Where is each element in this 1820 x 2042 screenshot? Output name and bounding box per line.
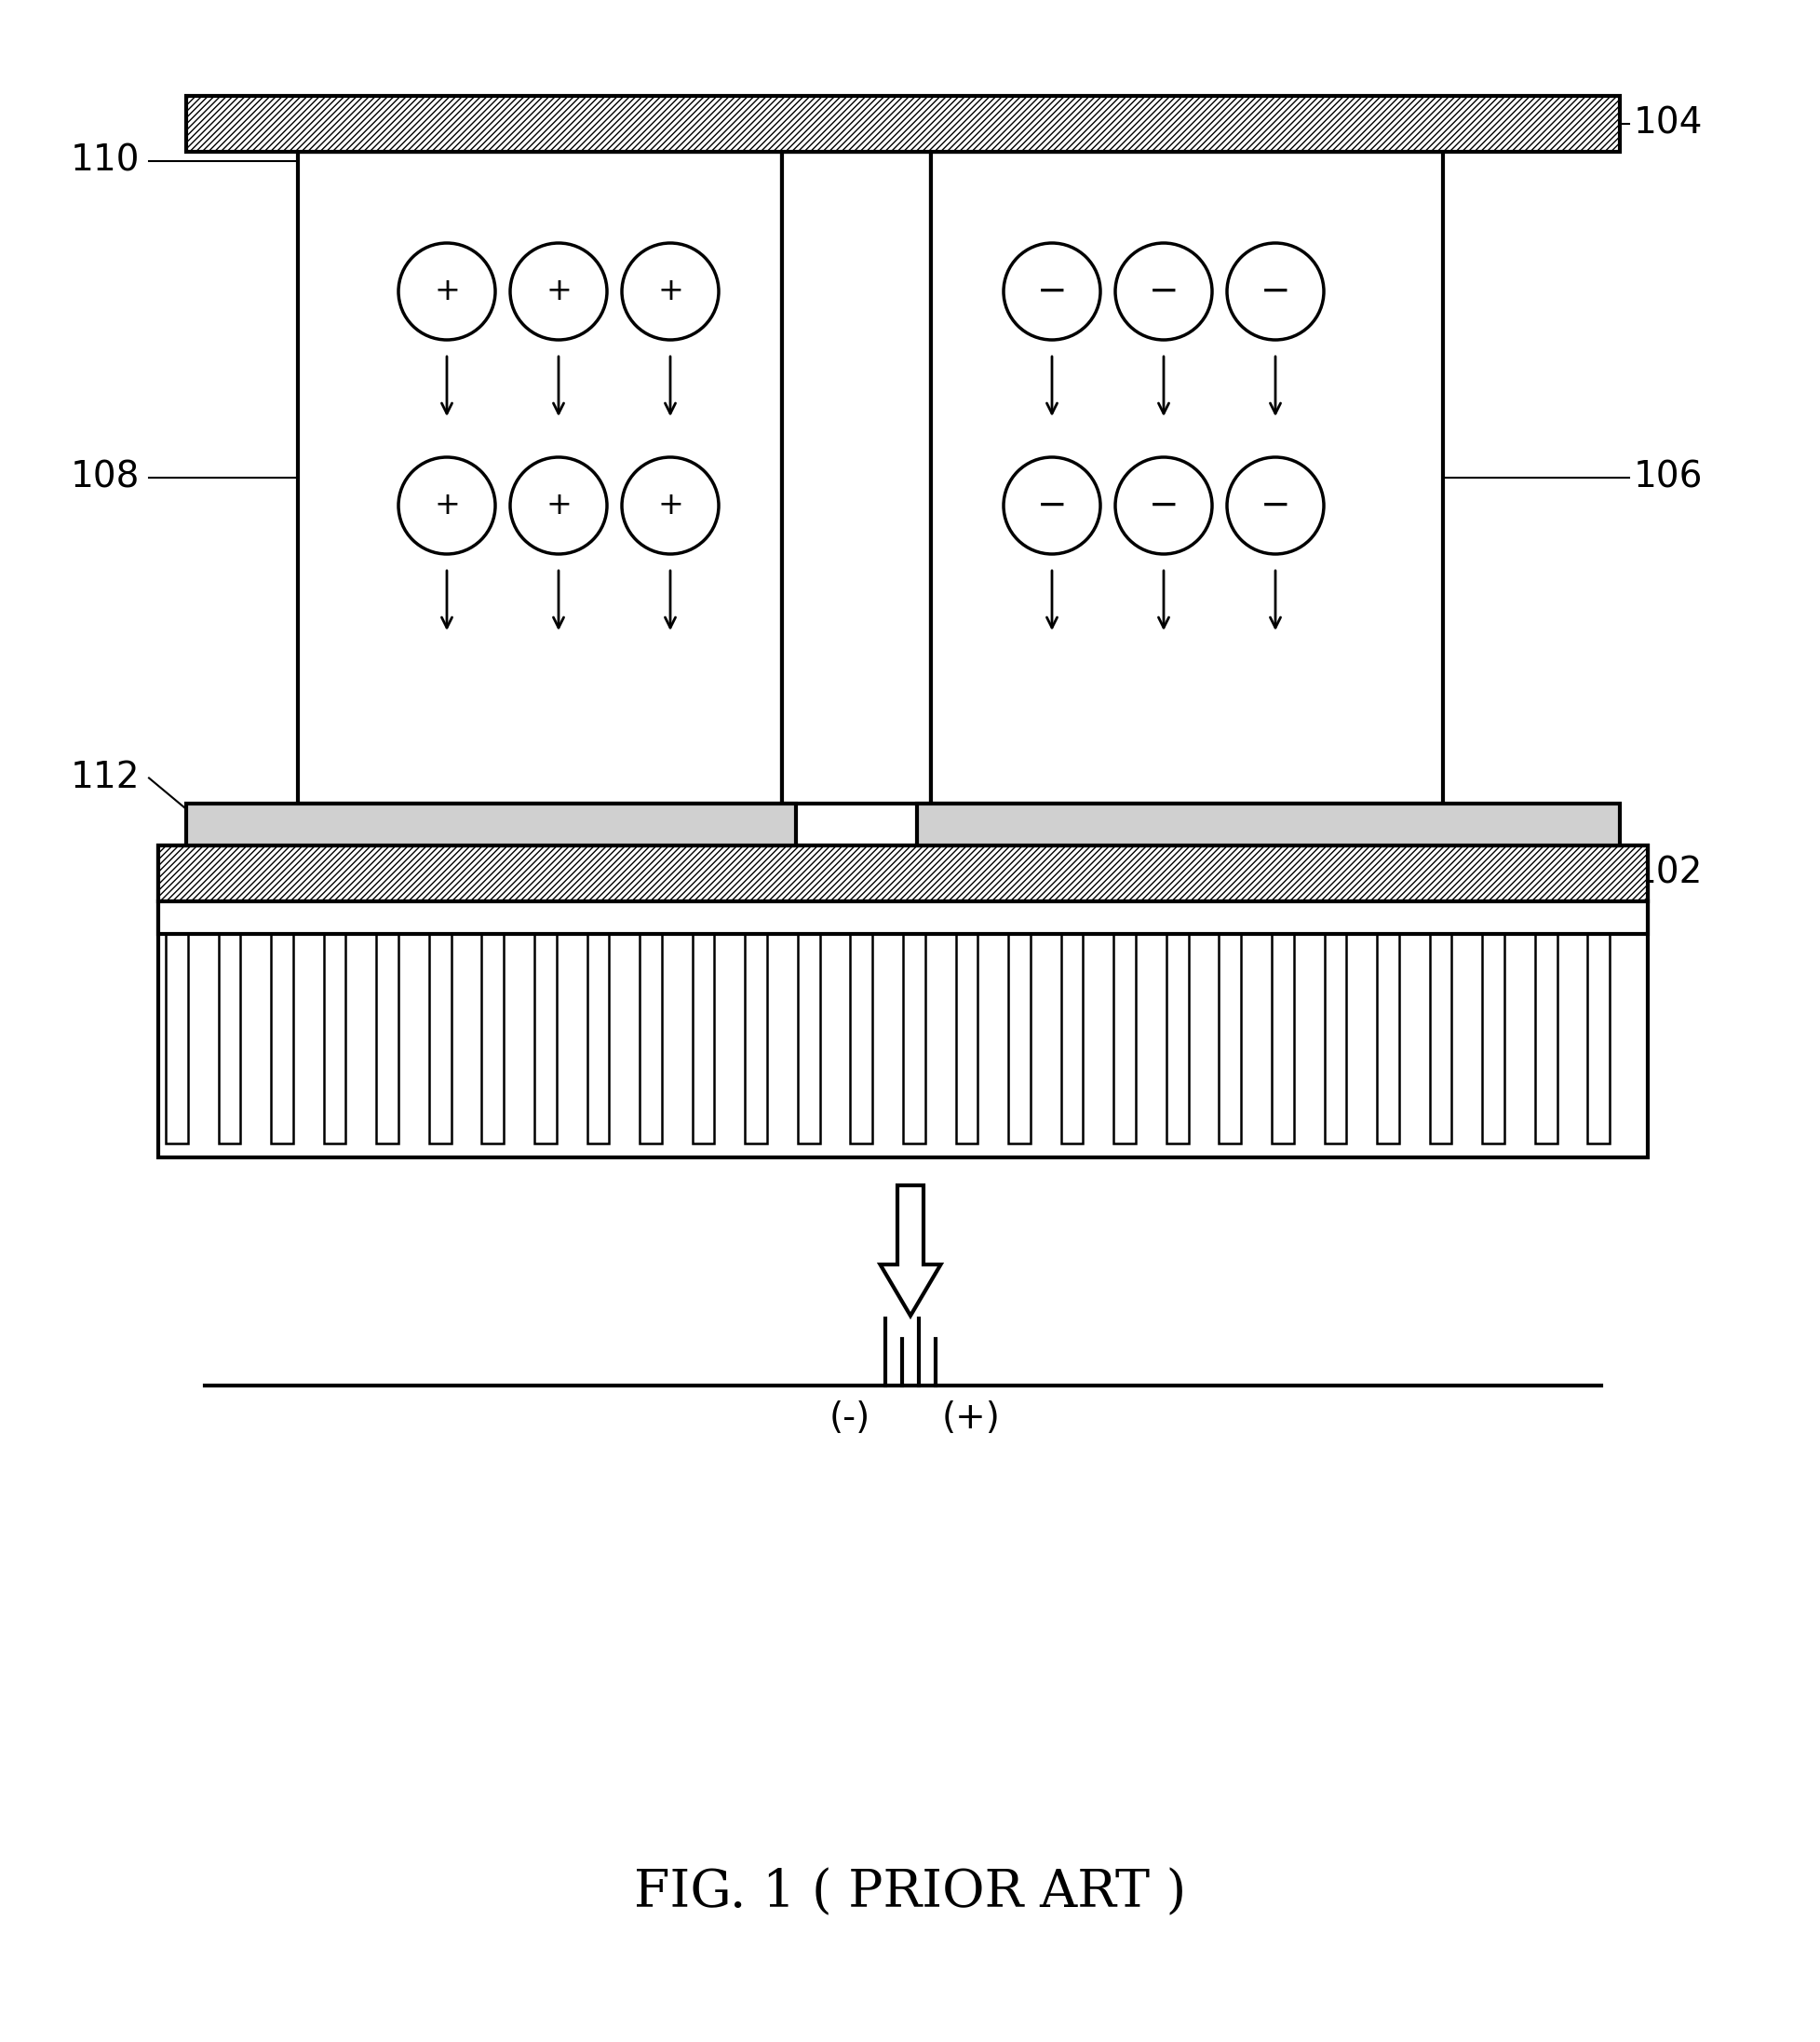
Bar — [1587, 933, 1609, 1144]
Bar — [186, 805, 795, 845]
Bar — [377, 933, 399, 1144]
Bar — [797, 933, 819, 1144]
Bar — [1323, 933, 1345, 1144]
Circle shape — [1227, 457, 1323, 553]
Text: −: − — [1148, 488, 1178, 523]
Bar — [158, 845, 1647, 901]
Bar — [1167, 933, 1188, 1144]
Bar — [1376, 933, 1398, 1144]
Text: +: + — [657, 490, 682, 521]
Bar — [298, 151, 781, 805]
Text: −: − — [1259, 274, 1290, 308]
Circle shape — [1114, 243, 1212, 339]
Text: −: − — [1036, 274, 1067, 308]
Text: 102: 102 — [1633, 856, 1702, 890]
Circle shape — [399, 243, 495, 339]
Circle shape — [510, 457, 606, 553]
Bar — [1481, 933, 1503, 1144]
Circle shape — [1003, 457, 1099, 553]
Bar — [917, 805, 1620, 845]
Circle shape — [1003, 243, 1099, 339]
Text: 106: 106 — [1633, 459, 1702, 496]
Text: −: − — [1259, 488, 1290, 523]
Bar — [903, 933, 925, 1144]
Bar — [1061, 933, 1083, 1144]
Text: FIG. 1 ( PRIOR ART ): FIG. 1 ( PRIOR ART ) — [633, 1868, 1187, 1919]
Bar — [1534, 933, 1556, 1144]
Text: 112: 112 — [71, 760, 140, 796]
Bar — [482, 933, 504, 1144]
Bar — [218, 933, 240, 1144]
Bar — [158, 845, 1647, 1158]
Bar — [271, 933, 293, 1144]
Bar — [324, 933, 346, 1144]
Bar — [956, 933, 977, 1144]
Bar — [781, 151, 930, 805]
Bar — [930, 151, 1441, 805]
Bar — [533, 933, 557, 1144]
Text: +: + — [433, 490, 460, 521]
Text: 110: 110 — [71, 143, 140, 180]
Circle shape — [399, 457, 495, 553]
Bar — [430, 933, 451, 1144]
Bar — [186, 96, 1620, 151]
Bar — [1429, 933, 1451, 1144]
Bar — [1114, 933, 1136, 1144]
Text: (-): (-) — [828, 1401, 870, 1436]
Circle shape — [510, 243, 606, 339]
Bar — [186, 96, 1620, 151]
Bar — [744, 933, 766, 1144]
Text: −: − — [1148, 274, 1178, 308]
Text: (+): (+) — [941, 1401, 999, 1436]
Bar — [586, 933, 610, 1144]
Bar — [850, 933, 872, 1144]
Bar — [1270, 933, 1294, 1144]
Text: 104: 104 — [1633, 106, 1702, 141]
Circle shape — [622, 243, 719, 339]
Bar — [158, 901, 1647, 933]
Text: +: + — [546, 276, 571, 306]
Bar — [1218, 933, 1241, 1144]
Bar — [1008, 933, 1030, 1144]
Bar — [692, 933, 713, 1144]
Circle shape — [1227, 243, 1323, 339]
Bar — [639, 933, 661, 1144]
Circle shape — [622, 457, 719, 553]
Text: −: − — [1036, 488, 1067, 523]
Text: +: + — [433, 276, 460, 306]
Bar — [166, 933, 187, 1144]
Text: +: + — [546, 490, 571, 521]
Text: +: + — [657, 276, 682, 306]
Polygon shape — [879, 1184, 941, 1315]
Text: 108: 108 — [71, 459, 140, 496]
Circle shape — [1114, 457, 1212, 553]
